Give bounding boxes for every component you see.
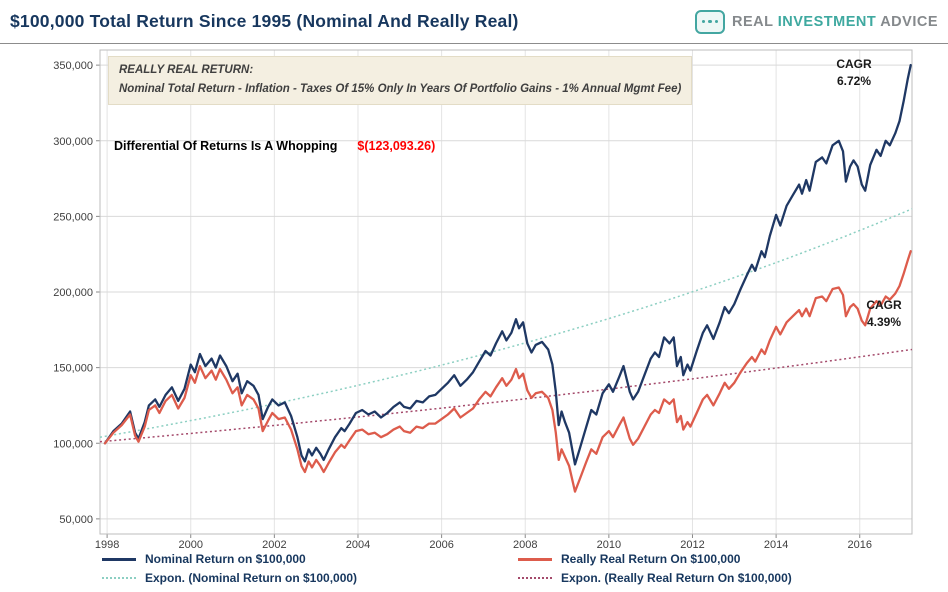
x-axis-tick-label: 1998	[95, 539, 119, 551]
differential-value: $(123,093.26)	[357, 139, 436, 153]
header: $100,000 Total Return Since 1995 (Nomina…	[0, 0, 948, 44]
legend-label-really-real: Really Real Return On $100,000	[561, 552, 741, 566]
x-axis-tick-label: 2014	[764, 539, 788, 551]
legend-line-expon-really-real	[518, 577, 552, 579]
page-title: $100,000 Total Return Since 1995 (Nomina…	[10, 11, 519, 31]
really-real-return-note: REALLY REAL RETURN: Nominal Total Return…	[108, 56, 693, 105]
brand-dots-bubble-icon	[695, 9, 725, 34]
brand-word-real: REAL	[732, 13, 774, 30]
trendline-expon_really_real	[99, 348, 913, 443]
y-axis-tick-label: 50,000	[59, 514, 93, 526]
series-line-really_real	[103, 250, 912, 493]
differential-label: Differential Of Returns Is A Whopping	[114, 139, 338, 153]
legend-line-really-real	[518, 557, 552, 561]
legend-label-expon-really-real: Expon. (Really Real Return On $100,000)	[561, 571, 792, 585]
x-axis-tick-label: 2010	[597, 539, 621, 551]
x-axis-tick-label: 2016	[847, 539, 871, 551]
x-axis-tick-label: 2008	[513, 539, 537, 551]
legend-label-nominal: Nominal Return on $100,000	[145, 552, 306, 566]
cagr-nominal-value: 6.72%	[836, 74, 872, 88]
y-axis-tick-label: 150,000	[53, 363, 93, 375]
cagr-really-real-title: CAGR	[866, 298, 902, 312]
y-axis-tick-label: 350,000	[53, 60, 93, 72]
note-heading: REALLY REAL RETURN:	[119, 64, 254, 76]
cagr-really-real-value: 4.39%	[866, 315, 902, 329]
cagr-nominal-title: CAGR	[836, 57, 872, 71]
x-axis-tick-label: 2000	[178, 539, 202, 551]
cagr-nominal-label: CAGR 6.72%	[816, 56, 892, 90]
legend-item-nominal: Nominal Return on $100,000	[102, 552, 306, 566]
differential-callout: Differential Of Returns Is A Whopping $(1…	[114, 139, 435, 153]
brand-logo: REAL INVESTMENT ADVICE	[695, 9, 938, 34]
legend-item-expon-nominal: Expon. (Nominal Return on $100,000)	[102, 571, 357, 585]
legend-line-nominal	[102, 557, 136, 561]
x-axis-tick-label: 2006	[429, 539, 453, 551]
y-axis-tick-label: 250,000	[53, 211, 93, 223]
brand-word-advice: ADVICE	[880, 13, 938, 30]
cagr-really-real-label: CAGR 4.39%	[848, 297, 920, 331]
y-axis-tick-label: 200,000	[53, 287, 93, 299]
brand-name: REAL INVESTMENT ADVICE	[732, 14, 938, 30]
x-axis-tick-label: 2004	[346, 539, 370, 551]
legend-item-expon-really-real: Expon. (Really Real Return On $100,000)	[518, 571, 792, 585]
x-axis-tick-label: 2002	[262, 539, 286, 551]
legend-item-really-real: Really Real Return On $100,000	[518, 552, 740, 566]
legend-line-expon-nominal	[102, 577, 136, 579]
legend-label-expon-nominal: Expon. (Nominal Return on $100,000)	[145, 571, 358, 585]
brand-word-investment: INVESTMENT	[777, 13, 877, 30]
x-axis-tick-label: 2012	[680, 539, 704, 551]
note-body: Nominal Total Return - Inflation - Taxes…	[119, 83, 682, 95]
y-axis-tick-label: 300,000	[53, 136, 93, 148]
plot-border	[99, 49, 913, 535]
y-axis-tick-label: 100,000	[53, 438, 93, 450]
series-line-nominal	[103, 63, 912, 466]
trendline-expon_nominal	[99, 208, 913, 438]
